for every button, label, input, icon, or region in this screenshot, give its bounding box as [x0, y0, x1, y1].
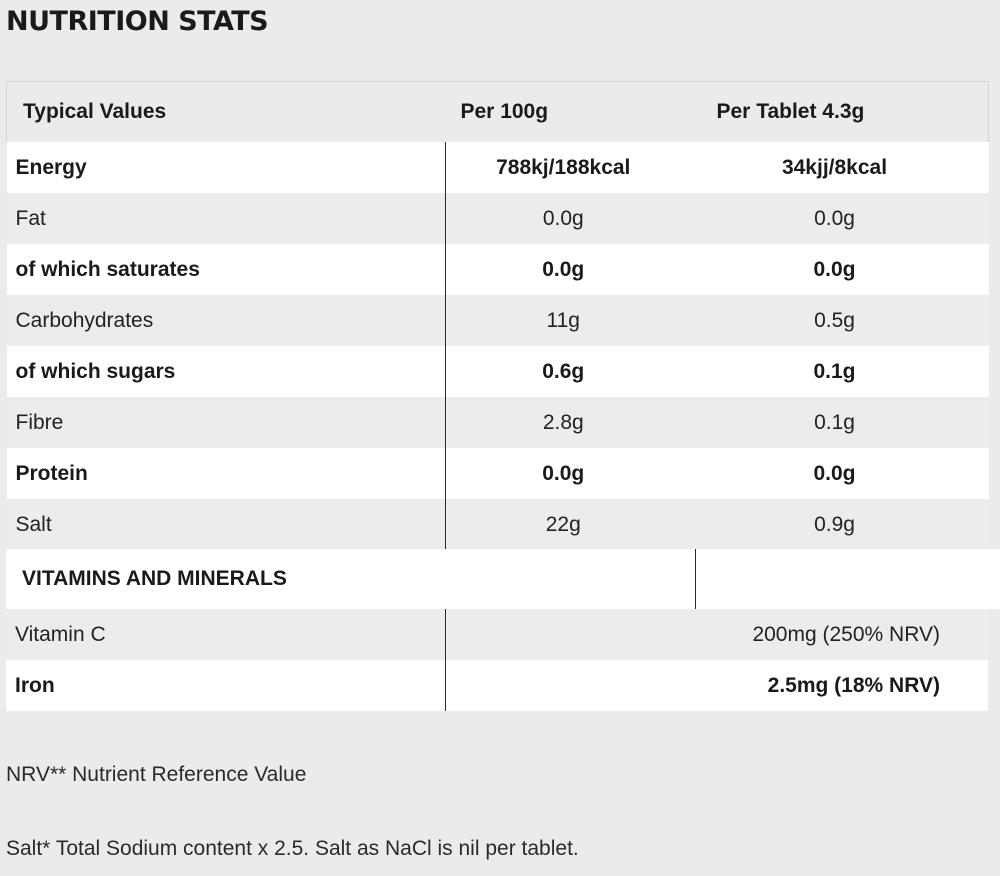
- per-100g-value: 0.6g: [445, 346, 681, 397]
- per-tablet-value: 0.9g: [680, 499, 989, 550]
- vitamin-value: 200mg (250% NRV): [444, 609, 988, 660]
- table-row: Protein 0.0g 0.0g: [6, 448, 989, 499]
- table-row: of which sugars 0.6g 0.1g: [6, 346, 989, 397]
- table-row: Energy 788kj/188kcal 34kjj/8kcal: [6, 142, 989, 193]
- per-tablet-value: 34kjj/8kcal: [680, 142, 989, 193]
- vitamins-heading: VITAMINS AND MINERALS: [6, 549, 696, 609]
- per-tablet-value: 0.5g: [680, 295, 989, 346]
- footnote-nrv: NRV** Nutrient Reference Value: [6, 763, 307, 786]
- header-per-tablet: Per Tablet 4.3g: [680, 81, 989, 142]
- nutrient-label: Carbohydrates: [6, 295, 446, 346]
- footnote-salt: Salt* Total Sodium content x 2.5. Salt a…: [6, 837, 579, 860]
- nutrient-label: Salt: [6, 499, 446, 550]
- vitamins-header-row: VITAMINS AND MINERALS: [6, 549, 1000, 609]
- table-row: of which saturates 0.0g 0.0g: [6, 244, 989, 295]
- nutrient-label: Fibre: [6, 397, 446, 448]
- table-row: Fat 0.0g 0.0g: [6, 193, 989, 244]
- table-row: Vitamin C 200mg (250% NRV): [6, 609, 988, 660]
- per-100g-value: 788kj/188kcal: [445, 142, 681, 193]
- table-row: Salt 22g 0.9g: [6, 499, 989, 550]
- vitamins-values-table: Vitamin C 200mg (250% NRV) Iron 2.5mg (1…: [6, 609, 988, 711]
- table-row: Fibre 2.8g 0.1g: [6, 397, 989, 448]
- per-100g-value: 11g: [445, 295, 681, 346]
- table-row: Carbohydrates 11g 0.5g: [6, 295, 989, 346]
- per-100g-value: 0.0g: [445, 244, 681, 295]
- vitamin-value: 2.5mg (18% NRV): [444, 660, 988, 711]
- table-header-row: Typical Values Per 100g Per Tablet 4.3g: [6, 81, 989, 142]
- per-100g-value: 2.8g: [445, 397, 681, 448]
- per-100g-value: 0.0g: [445, 193, 681, 244]
- page-title: NUTRITION STATS: [6, 6, 269, 37]
- nutrient-label: Protein: [6, 448, 446, 499]
- per-100g-value: 0.0g: [445, 448, 681, 499]
- table-row: Iron 2.5mg (18% NRV): [6, 660, 988, 711]
- header-typical-values: Typical Values: [6, 81, 446, 142]
- nutrient-label: of which saturates: [6, 244, 446, 295]
- nutrient-label: Energy: [6, 142, 446, 193]
- vitamins-table: VITAMINS AND MINERALS: [6, 549, 1000, 609]
- header-per-100g: Per 100g: [445, 81, 681, 142]
- nutrient-label: Fat: [6, 193, 446, 244]
- nutrient-label: of which sugars: [6, 346, 446, 397]
- per-tablet-value: 0.0g: [680, 193, 989, 244]
- nutrition-table: Typical Values Per 100g Per Tablet 4.3g …: [6, 81, 989, 550]
- vitamin-label: Vitamin C: [6, 609, 445, 660]
- per-tablet-value: 0.1g: [680, 397, 989, 448]
- per-100g-value: 22g: [445, 499, 681, 550]
- vitamins-header-blank: [695, 549, 1000, 609]
- per-tablet-value: 0.1g: [680, 346, 989, 397]
- per-tablet-value: 0.0g: [680, 448, 989, 499]
- vitamin-label: Iron: [6, 660, 445, 711]
- per-tablet-value: 0.0g: [680, 244, 989, 295]
